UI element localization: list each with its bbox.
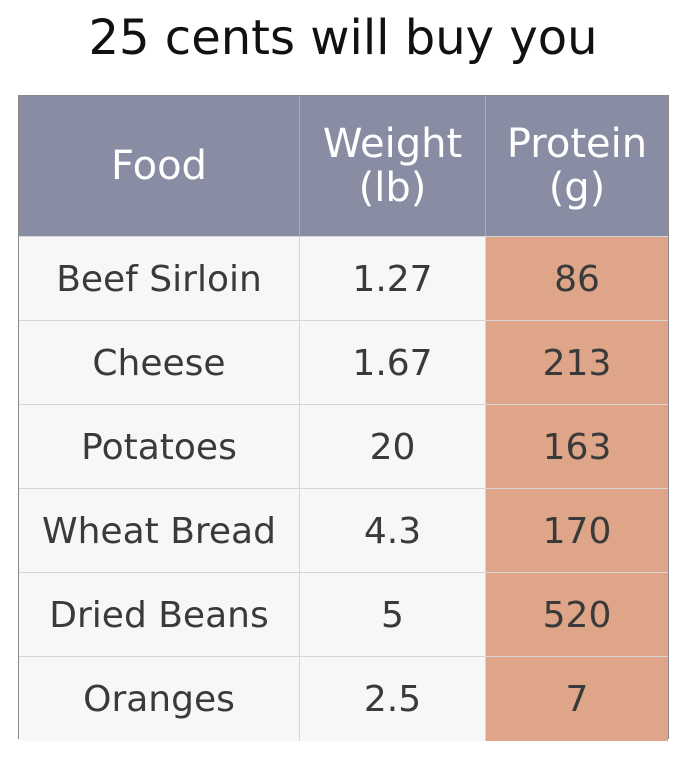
food-cell: Beef Sirloin — [19, 237, 300, 321]
table-row: Wheat Bread 4.3 170 — [19, 488, 668, 573]
protein-cell: 163 — [486, 405, 668, 489]
weight-cell: 4.3 — [300, 489, 486, 573]
weight-cell: 20 — [300, 405, 486, 489]
food-cell: Dried Beans — [19, 573, 300, 657]
header-weight-unit: (lb) — [358, 165, 427, 211]
header-weight: Weight (lb) — [300, 96, 486, 236]
page-title: 25 cents will buy you — [88, 10, 598, 66]
table-header-row: Food Weight (lb) Protein (g) — [19, 96, 668, 236]
header-food: Food — [19, 96, 300, 236]
header-protein-label: Protein — [506, 121, 648, 167]
protein-cell: 7 — [486, 657, 668, 741]
table-row: Cheese 1.67 213 — [19, 320, 668, 405]
protein-cell: 86 — [486, 237, 668, 321]
protein-table: Food Weight (lb) Protein (g) Beef Sirloi… — [18, 95, 669, 741]
table-row: Beef Sirloin 1.27 86 — [19, 236, 668, 321]
weight-cell: 1.27 — [300, 237, 486, 321]
table-row: Oranges 2.5 7 — [19, 656, 668, 741]
table-row: Dried Beans 5 520 — [19, 572, 668, 657]
table-row: Potatoes 20 163 — [19, 404, 668, 489]
protein-cell: 170 — [486, 489, 668, 573]
food-cell: Oranges — [19, 657, 300, 741]
weight-cell: 2.5 — [300, 657, 486, 741]
protein-cell: 213 — [486, 321, 668, 405]
food-cell: Wheat Bread — [19, 489, 300, 573]
weight-cell: 5 — [300, 573, 486, 657]
header-protein: Protein (g) — [486, 96, 668, 236]
food-cell: Potatoes — [19, 405, 300, 489]
weight-cell: 1.67 — [300, 321, 486, 405]
header-protein-unit: (g) — [548, 165, 606, 211]
protein-cell: 520 — [486, 573, 668, 657]
header-weight-label: Weight — [322, 121, 463, 167]
food-cell: Cheese — [19, 321, 300, 405]
